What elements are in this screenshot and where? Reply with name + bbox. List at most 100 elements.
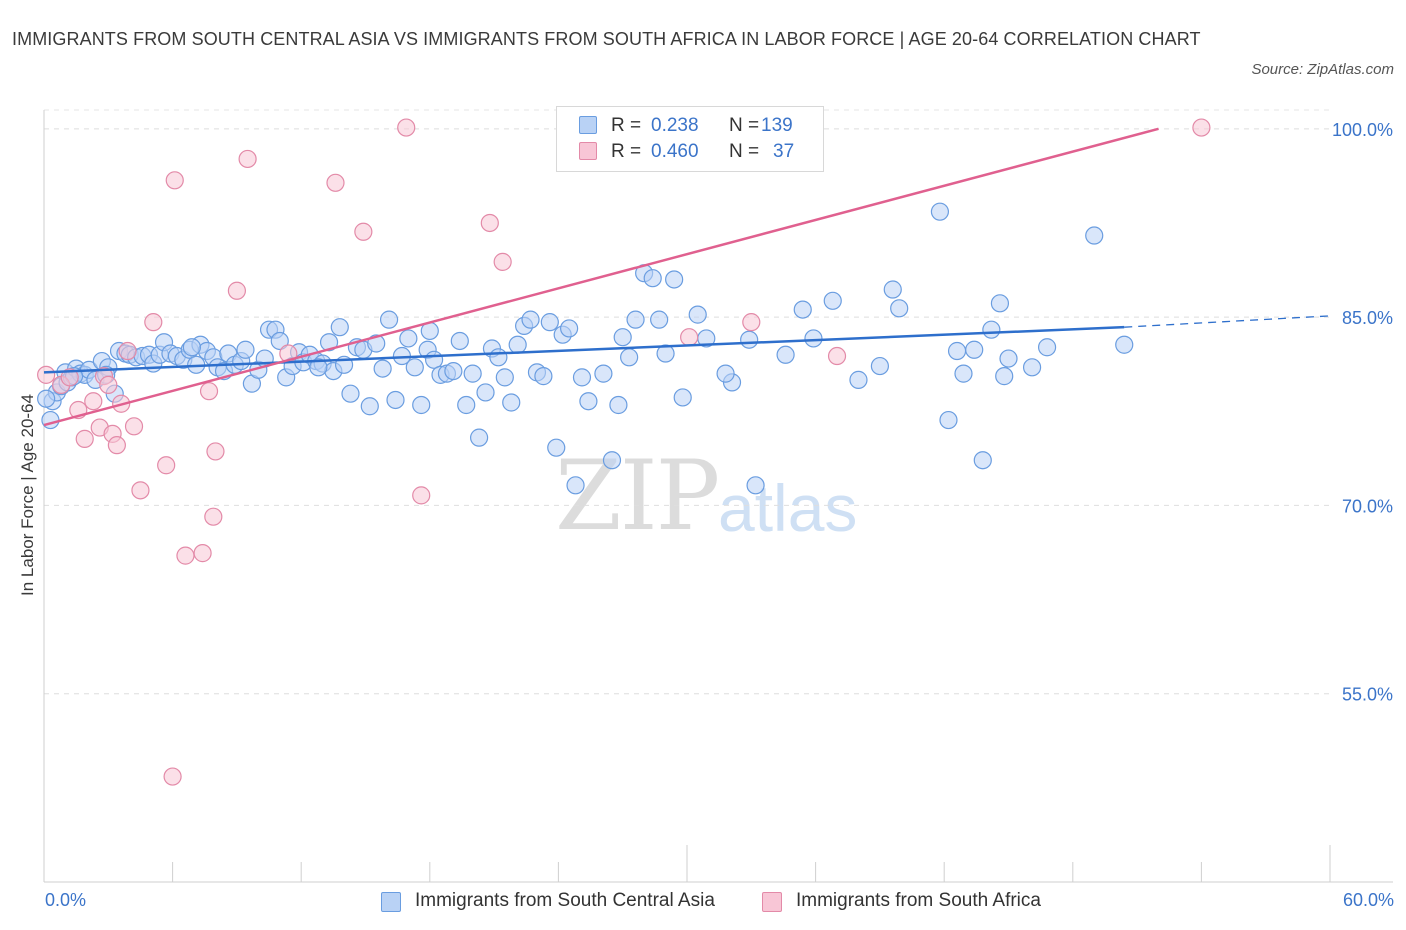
- point-south-central-asia: [973, 451, 992, 470]
- point-south-central-asia: [1115, 335, 1134, 354]
- point-south-africa: [193, 544, 212, 563]
- point-south-central-asia: [870, 356, 890, 376]
- point-south-africa: [680, 328, 699, 347]
- point-south-central-asia: [626, 310, 645, 329]
- point-south-central-asia: [476, 383, 495, 402]
- point-south-africa: [326, 173, 345, 192]
- point-south-africa: [84, 392, 103, 411]
- point-south-central-asia: [890, 299, 909, 318]
- point-south-africa: [165, 171, 184, 190]
- legend-n-label: N =: [729, 115, 760, 136]
- point-south-central-asia: [688, 305, 707, 324]
- point-south-central-asia: [566, 476, 585, 495]
- point-south-africa: [124, 417, 144, 436]
- y-tick-label: 100.0%: [1332, 120, 1393, 140]
- point-south-central-asia: [405, 358, 424, 377]
- point-south-africa: [131, 481, 150, 500]
- point-south-central-asia: [643, 269, 662, 288]
- point-south-central-asia: [793, 300, 812, 319]
- correlation-legend: R = 0.238 N = 139 R = 0.460 N = 37: [556, 106, 824, 172]
- point-south-africa: [493, 252, 512, 271]
- point-south-central-asia: [849, 370, 868, 389]
- y-tick-label: 85.0%: [1342, 308, 1393, 328]
- point-south-central-asia: [450, 331, 469, 351]
- point-south-central-asia: [495, 368, 514, 387]
- point-south-central-asia: [609, 395, 628, 415]
- legend-r-label: R =: [611, 141, 642, 162]
- legend-swatch-blue: [579, 116, 597, 134]
- point-south-central-asia: [995, 367, 1014, 386]
- point-south-africa: [163, 767, 182, 786]
- point-south-central-asia: [883, 280, 902, 299]
- point-south-central-asia: [386, 390, 405, 410]
- point-south-central-asia: [508, 335, 527, 354]
- point-south-central-asia: [182, 338, 201, 357]
- point-south-central-asia: [463, 364, 482, 383]
- series-legend-swatch-pink: [762, 892, 782, 912]
- point-south-africa: [480, 213, 499, 233]
- point-south-africa: [37, 365, 56, 384]
- point-south-africa: [412, 486, 431, 505]
- point-south-central-asia: [469, 428, 489, 447]
- point-south-africa: [227, 281, 246, 300]
- watermark-zip: ZIP: [555, 440, 720, 552]
- point-south-central-asia: [939, 410, 958, 430]
- point-south-africa: [75, 429, 94, 448]
- legend-r-value: 0.460: [651, 141, 699, 162]
- point-south-central-asia: [379, 310, 399, 329]
- point-south-africa: [354, 222, 373, 241]
- point-south-central-asia: [613, 328, 632, 347]
- point-south-central-asia: [982, 320, 1001, 339]
- x-tick-label-max: 60.0%: [1342, 890, 1394, 910]
- point-south-africa: [60, 368, 79, 387]
- point-south-africa: [206, 442, 225, 461]
- point-south-central-asia: [620, 348, 639, 367]
- point-south-central-asia: [930, 202, 950, 221]
- legend-swatch-pink: [579, 142, 597, 160]
- legend-r-value: 0.238: [651, 115, 699, 136]
- point-south-central-asia: [270, 331, 289, 351]
- y-tick-label: 70.0%: [1342, 496, 1393, 516]
- point-south-central-asia: [740, 330, 759, 349]
- point-south-central-asia: [521, 310, 540, 329]
- point-south-central-asia: [594, 364, 613, 383]
- point-south-africa: [99, 375, 118, 395]
- trendline-south-africa: [43, 127, 1159, 427]
- point-south-central-asia: [330, 318, 349, 337]
- point-south-central-asia: [399, 329, 418, 348]
- point-south-central-asia: [990, 294, 1010, 313]
- point-south-central-asia: [1022, 358, 1042, 377]
- point-south-central-asia: [236, 340, 255, 359]
- point-south-central-asia: [999, 349, 1018, 368]
- point-south-africa: [238, 149, 257, 169]
- point-south-central-asia: [457, 395, 476, 415]
- point-south-central-asia: [444, 361, 463, 381]
- point-south-africa: [107, 436, 126, 455]
- point-south-central-asia: [954, 364, 973, 383]
- point-south-central-asia: [650, 310, 669, 329]
- point-south-central-asia: [547, 438, 566, 457]
- point-south-central-asia: [602, 451, 622, 470]
- point-south-central-asia: [665, 270, 684, 289]
- point-south-central-asia: [489, 348, 508, 367]
- series-legend-label: Immigrants from South Central Asia: [415, 890, 715, 911]
- point-south-central-asia: [560, 319, 579, 338]
- point-south-africa: [1192, 118, 1211, 137]
- point-south-africa: [827, 346, 847, 366]
- chart-title: IMMIGRANTS FROM SOUTH CENTRAL ASIA VS IM…: [12, 29, 1201, 49]
- point-south-africa: [176, 546, 195, 565]
- point-south-central-asia: [673, 388, 692, 407]
- point-south-central-asia: [412, 395, 431, 415]
- point-south-central-asia: [319, 333, 339, 352]
- x-tick-label-min: 0.0%: [45, 890, 87, 910]
- point-south-central-asia: [360, 397, 379, 416]
- point-south-central-asia: [965, 340, 984, 359]
- point-south-africa: [118, 341, 137, 361]
- point-south-central-asia: [341, 384, 360, 403]
- point-south-central-asia: [1085, 226, 1104, 245]
- point-south-central-asia: [716, 364, 735, 383]
- trendline-south-central-asia: [43, 325, 1125, 374]
- point-south-central-asia: [367, 334, 386, 353]
- point-south-central-asia: [502, 393, 521, 412]
